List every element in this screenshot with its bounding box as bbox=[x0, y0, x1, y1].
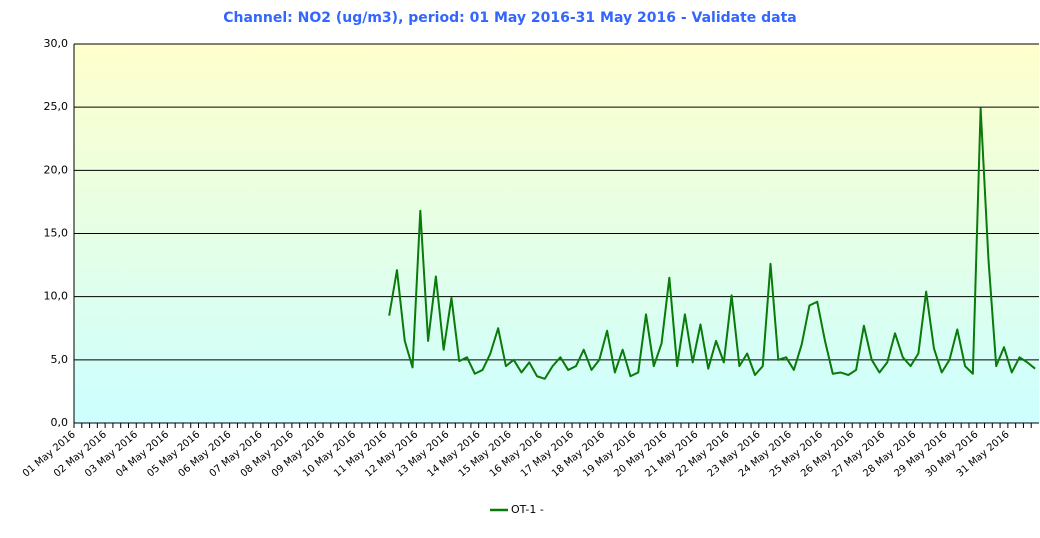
y-tick-label: 15,0 bbox=[44, 227, 69, 240]
y-tick-label: 5,0 bbox=[51, 353, 69, 366]
y-tick-label: 25,0 bbox=[44, 100, 69, 113]
y-tick-label: 10,0 bbox=[44, 290, 69, 303]
chart-title: Channel: NO2 (ug/m3), period: 01 May 201… bbox=[223, 10, 797, 26]
series-line bbox=[388, 107, 1036, 380]
y-tick-label: 0,0 bbox=[51, 416, 69, 429]
y-tick-label: 30,0 bbox=[44, 37, 69, 50]
legend-label: OT-1 - bbox=[511, 503, 544, 516]
x-tick-label: 01 May 2016 bbox=[21, 429, 78, 479]
y-tick-label: 20,0 bbox=[44, 163, 69, 176]
